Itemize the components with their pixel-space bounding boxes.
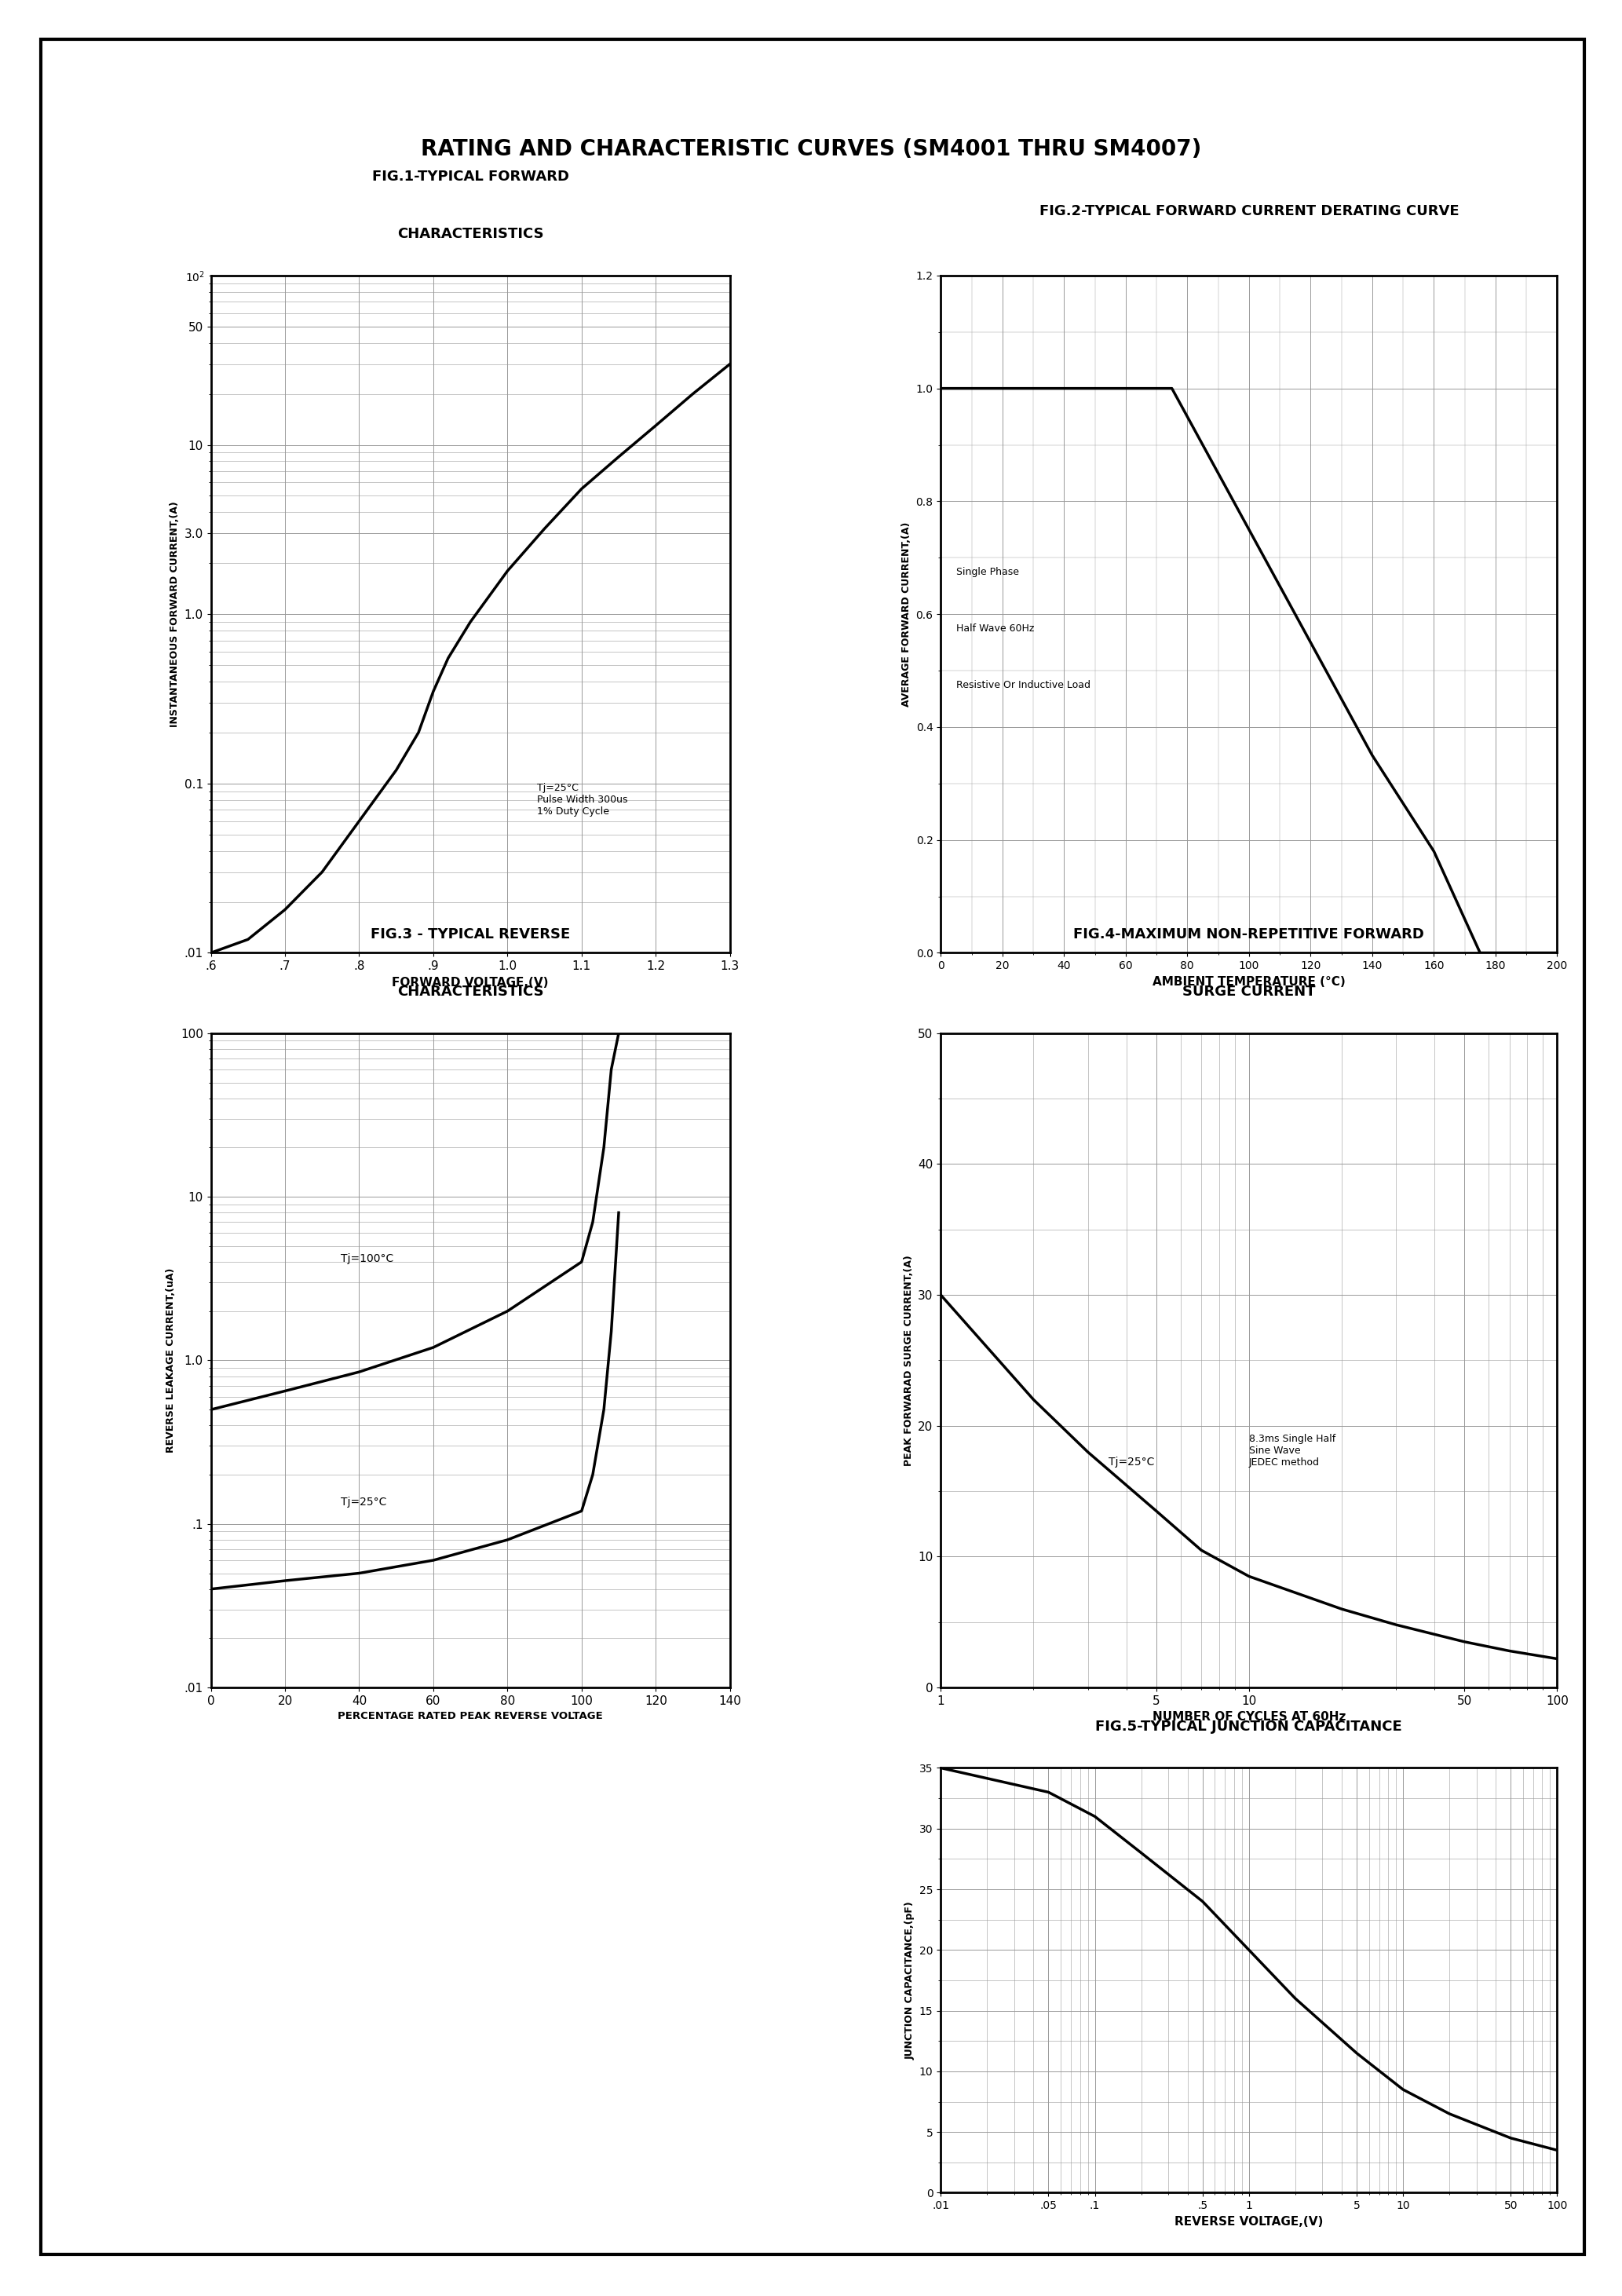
Text: Half Wave 60Hz: Half Wave 60Hz	[957, 622, 1035, 634]
Y-axis label: INSTANTANEOUS FORWARD CURRENT,(A): INSTANTANEOUS FORWARD CURRENT,(A)	[170, 501, 180, 728]
Text: RATING AND CHARACTERISTIC CURVES (SM4001 THRU SM4007): RATING AND CHARACTERISTIC CURVES (SM4001…	[420, 138, 1202, 161]
Y-axis label: REVERSE LEAKAGE CURRENT,(uA): REVERSE LEAKAGE CURRENT,(uA)	[165, 1267, 177, 1453]
X-axis label: AMBIENT TEMPERATURE (°C): AMBIENT TEMPERATURE (°C)	[1153, 976, 1345, 987]
Text: FIG.1-TYPICAL FORWARD: FIG.1-TYPICAL FORWARD	[371, 170, 569, 184]
Text: SURGE CURRENT: SURGE CURRENT	[1182, 985, 1315, 999]
Text: FIG.3 - TYPICAL REVERSE: FIG.3 - TYPICAL REVERSE	[370, 928, 571, 941]
Text: Tj=25°C: Tj=25°C	[1108, 1456, 1155, 1467]
Text: FIG.2-TYPICAL FORWARD CURRENT DERATING CURVE: FIG.2-TYPICAL FORWARD CURRENT DERATING C…	[1040, 204, 1458, 218]
Text: Tj=25°C: Tj=25°C	[341, 1497, 386, 1508]
X-axis label: REVERSE VOLTAGE,(V): REVERSE VOLTAGE,(V)	[1174, 2216, 1324, 2227]
X-axis label: PERCENTAGE RATED PEAK REVERSE VOLTAGE: PERCENTAGE RATED PEAK REVERSE VOLTAGE	[337, 1711, 603, 1722]
Text: Resistive Or Inductive Load: Resistive Or Inductive Load	[957, 680, 1090, 689]
Y-axis label: JUNCTION CAPACITANCE,(pF): JUNCTION CAPACITANCE,(pF)	[905, 1901, 915, 2060]
Text: FIG.5-TYPICAL JUNCTION CAPACITANCE: FIG.5-TYPICAL JUNCTION CAPACITANCE	[1095, 1720, 1403, 1733]
Text: CHARACTERISTICS: CHARACTERISTICS	[397, 985, 543, 999]
Text: Tj=100°C: Tj=100°C	[341, 1254, 394, 1265]
Text: 8.3ms Single Half
Sine Wave
JEDEC method: 8.3ms Single Half Sine Wave JEDEC method	[1249, 1433, 1335, 1467]
Y-axis label: AVERAGE FORWARD CURRENT,(A): AVERAGE FORWARD CURRENT,(A)	[902, 521, 912, 707]
Text: Single Phase: Single Phase	[957, 567, 1019, 576]
Y-axis label: PEAK FORWARAD SURGE CURRENT,(A): PEAK FORWARAD SURGE CURRENT,(A)	[903, 1256, 913, 1465]
Text: CHARACTERISTICS: CHARACTERISTICS	[397, 227, 543, 241]
X-axis label: NUMBER OF CYCLES AT 60Hz: NUMBER OF CYCLES AT 60Hz	[1152, 1711, 1346, 1722]
Text: FIG.4-MAXIMUM NON-REPETITIVE FORWARD: FIG.4-MAXIMUM NON-REPETITIVE FORWARD	[1074, 928, 1424, 941]
X-axis label: FORWARD VOLTAGE,(V): FORWARD VOLTAGE,(V)	[393, 976, 548, 987]
Text: Tj=25°C
Pulse Width 300us
1% Duty Cycle: Tj=25°C Pulse Width 300us 1% Duty Cycle	[537, 783, 628, 817]
